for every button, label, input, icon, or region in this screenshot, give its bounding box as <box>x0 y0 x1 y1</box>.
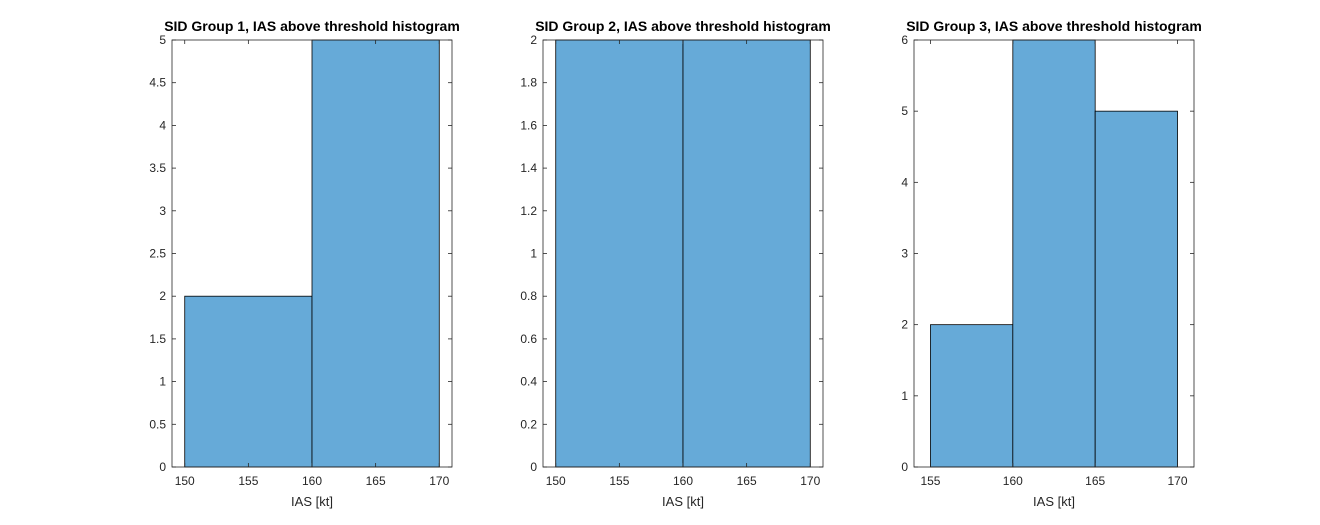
y-tick-label: 0 <box>159 460 166 474</box>
x-tick-label: 160 <box>1003 474 1023 488</box>
x-axis-label: IAS [kt] <box>1033 494 1075 509</box>
x-tick-label: 160 <box>673 474 693 488</box>
chart-title: SID Group 1, IAS above threshold histogr… <box>164 18 460 34</box>
y-tick-label: 5 <box>901 104 908 118</box>
x-tick-label: 150 <box>546 474 566 488</box>
x-tick-label: 150 <box>175 474 195 488</box>
histogram-bar-2 <box>311 39 440 468</box>
x-tick-label: 170 <box>800 474 820 488</box>
y-tick-label: 0.2 <box>520 417 537 431</box>
histogram-bar-3 <box>1094 110 1178 468</box>
y-tick-label: 1.8 <box>520 76 537 90</box>
x-tick-label: 155 <box>238 474 258 488</box>
y-tick-label: 1.6 <box>520 118 537 132</box>
histogram-bar-1 <box>555 39 684 468</box>
x-tick-label: 170 <box>429 474 449 488</box>
x-tick-label: 170 <box>1168 474 1188 488</box>
y-tick-label: 4 <box>159 118 166 132</box>
histogram-bar-2 <box>682 39 811 468</box>
histogram-bar-2 <box>1012 39 1096 468</box>
y-tick-label: 3 <box>159 204 166 218</box>
histogram-bar-1 <box>930 324 1014 468</box>
y-tick-label: 0.4 <box>520 375 537 389</box>
y-tick-label: 1.2 <box>520 204 537 218</box>
x-tick-label: 155 <box>920 474 940 488</box>
y-tick-label: 3.5 <box>149 161 166 175</box>
y-tick-label: 4 <box>901 175 908 189</box>
y-tick-label: 1 <box>901 389 908 403</box>
y-tick-label: 3 <box>901 247 908 261</box>
y-tick-label: 2 <box>530 33 537 47</box>
y-tick-label: 0.8 <box>520 289 537 303</box>
y-tick-label: 1 <box>159 375 166 389</box>
x-tick-label: 165 <box>366 474 386 488</box>
histogram-bar-1 <box>184 295 313 468</box>
x-axis-label: IAS [kt] <box>662 494 704 509</box>
y-tick-label: 2 <box>901 318 908 332</box>
chart-title: SID Group 3, IAS above threshold histogr… <box>906 18 1202 34</box>
y-tick-label: 1.5 <box>149 332 166 346</box>
y-tick-label: 0.5 <box>149 417 166 431</box>
y-tick-label: 0 <box>530 460 537 474</box>
y-tick-label: 0.6 <box>520 332 537 346</box>
y-tick-label: 2.5 <box>149 247 166 261</box>
x-tick-label: 155 <box>609 474 629 488</box>
y-tick-label: 1.4 <box>520 161 537 175</box>
chart-panel-1: 150 155 160 165 170 0 0.5 1 1.5 2 2.5 3 3.5 4 4.5 5 IAS … <box>149 18 459 509</box>
y-tick-label: 2 <box>159 289 166 303</box>
y-tick-label: 5 <box>159 33 166 47</box>
x-axis-label: IAS [kt] <box>291 494 333 509</box>
chart-title: SID Group 2, IAS above threshold histogr… <box>535 18 831 34</box>
y-tick-label: 1 <box>530 247 537 261</box>
y-tick-label: 6 <box>901 33 908 47</box>
y-tick-label: 4.5 <box>149 76 166 90</box>
chart-panel-3: 155 160 165 170 0 1 2 3 4 5 6 IAS [kt] SID Group 3, … <box>901 18 1201 509</box>
x-tick-label: 165 <box>737 474 757 488</box>
y-tick-label: 0 <box>901 460 908 474</box>
x-tick-label: 160 <box>302 474 322 488</box>
chart-panel-2: 150 155 160 165 170 0 0.2 0.4 0.6 0.8 1 1.2 1.4 1.6 1.… <box>520 18 830 509</box>
x-tick-label: 165 <box>1085 474 1105 488</box>
